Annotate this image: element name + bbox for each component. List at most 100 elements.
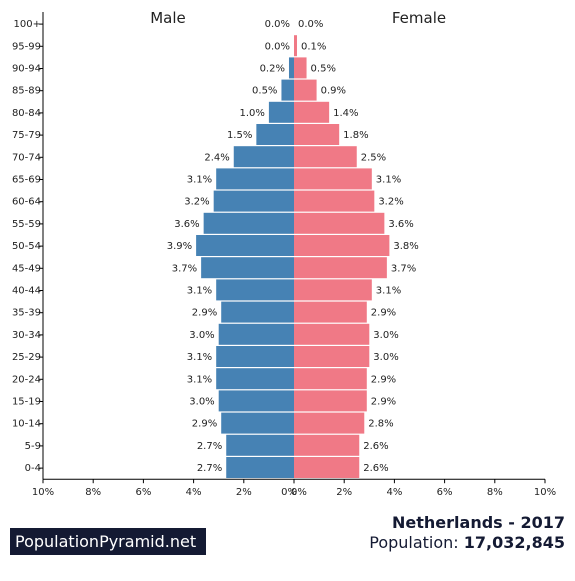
female-data-label: 1.8% [343,130,368,141]
legend-male: Male [150,9,186,27]
male-data-label: 3.0% [189,397,214,408]
bar-female [294,323,370,345]
x-tick-label: 4% [386,487,402,498]
bar-male [218,390,294,412]
female-data-label: 0.1% [301,41,326,52]
bar-female [294,257,387,279]
x-tick-label: 6% [135,487,151,498]
bar-female [294,412,365,434]
bar-male [268,101,294,123]
male-data-label: 1.5% [227,130,252,141]
female-data-label: 2.9% [371,397,396,408]
age-tick-label: 40-44 [12,286,41,297]
age-tick-label: 5-9 [25,441,41,452]
age-tick-label: 70-74 [12,152,41,163]
age-tick-label: 15-19 [12,397,41,408]
age-tick-label: 55-59 [12,219,41,230]
female-data-label: 2.8% [368,419,393,430]
age-tick-label: 75-79 [12,130,41,141]
age-tick-label: 60-64 [12,197,41,208]
bar-female [294,301,367,323]
x-tick-label: 2% [336,487,352,498]
male-data-label: 0.2% [260,64,285,75]
bar-male [213,190,294,212]
age-tick-label: 0-4 [25,463,41,474]
bar-female [294,212,385,234]
female-data-label: 2.9% [371,374,396,385]
male-data-label: 0.5% [252,86,277,97]
male-data-label: 1.0% [239,108,264,119]
legend-female: Female [392,9,446,27]
female-data-label: 0.9% [321,86,346,97]
age-tick-label: 45-49 [12,263,41,274]
female-data-label: 3.1% [376,286,401,297]
age-tick-label: 85-89 [12,86,41,97]
male-data-label: 3.0% [189,330,214,341]
female-data-label: 3.0% [373,352,398,363]
bar-female [294,146,357,168]
x-tick-label: 0% [291,487,307,498]
female-data-label: 0.0% [298,19,323,30]
age-tick-label: 25-29 [12,352,41,363]
female-data-label: 2.9% [371,308,396,319]
male-data-label: 2.9% [192,308,217,319]
bar-male [256,124,294,145]
bar-female [294,79,317,101]
age-tick-label: 10-14 [12,419,41,430]
female-data-label: 3.8% [393,241,418,252]
bar-male [203,212,294,234]
population-label: Population: [369,533,464,552]
bar-male [221,412,294,434]
bar-female [294,235,390,256]
female-data-label: 3.0% [373,330,398,341]
male-data-label: 3.1% [187,286,212,297]
bar-male [288,57,294,79]
male-data-label: 0.0% [265,41,290,52]
male-data-label: 3.1% [187,352,212,363]
female-data-label: 2.6% [363,463,388,474]
x-tick-label: 8% [487,487,503,498]
female-data-label: 3.6% [388,219,413,230]
x-tick-label: 10% [32,487,54,498]
age-tick-label: 90-94 [12,64,41,75]
female-data-label: 3.7% [391,263,416,274]
bar-female [294,35,297,57]
brand-label: PopulationPyramid.net [15,532,197,551]
bar-female [294,434,360,456]
male-data-label: 3.7% [172,263,197,274]
bar-female [294,279,372,301]
age-tick-label: 95-99 [12,41,41,52]
bar-female [294,101,330,123]
male-data-label: 2.9% [192,419,217,430]
male-data-label: 3.6% [174,219,199,230]
population-value: 17,032,845 [463,533,565,552]
x-tick-label: 6% [437,487,453,498]
bar-female [294,346,370,367]
bar-male [226,457,294,478]
male-data-label: 3.1% [187,374,212,385]
female-data-label: 3.1% [376,175,401,186]
bar-female [294,57,307,79]
bar-female [294,190,375,212]
male-data-label: 0.0% [265,19,290,30]
bar-male [218,323,294,345]
brand-logo[interactable]: PopulationPyramid.net [10,528,206,555]
bar-female [294,368,367,390]
bar-male [216,368,294,390]
bar-male [216,346,294,367]
male-data-label: 3.2% [184,197,209,208]
bar-male [216,168,294,190]
male-data-label: 2.4% [204,152,229,163]
country-year: Netherlands - 2017 [392,513,565,532]
x-tick-label: 2% [236,487,252,498]
female-data-label: 2.5% [361,152,386,163]
age-tick-label: 65-69 [12,175,41,186]
male-data-label: 3.1% [187,175,212,186]
female-data-label: 1.4% [333,108,358,119]
bar-female [294,457,360,478]
bar-female [294,390,367,412]
age-tick-label: 20-24 [12,374,41,385]
x-tick-label: 10% [534,487,556,498]
x-tick-label: 4% [186,487,202,498]
bar-male [281,79,294,101]
